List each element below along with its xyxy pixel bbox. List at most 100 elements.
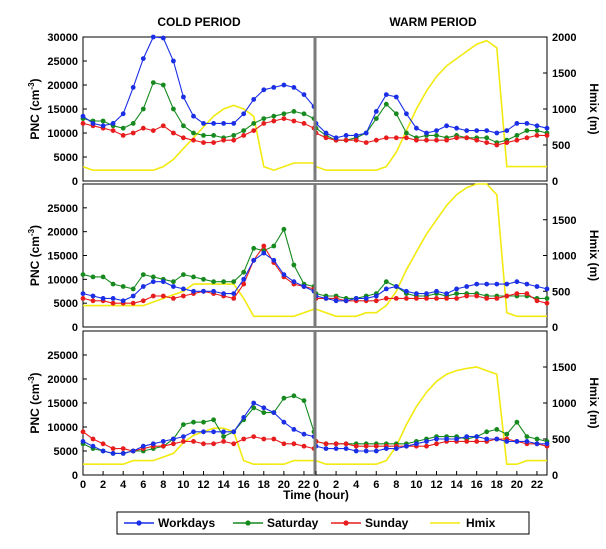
- data-point-workdays-cold-row3: [231, 429, 237, 435]
- data-point-sunday-warm-row2: [454, 296, 459, 301]
- data-point-workdays-cold-row2: [201, 288, 206, 294]
- data-point-workdays-cold-row1: [181, 94, 186, 100]
- data-point-saturday-cold-row1: [281, 111, 287, 117]
- data-point-saturday-cold-row3: [281, 395, 287, 401]
- data-point-sunday-cold-row1: [301, 121, 307, 126]
- data-point-saturday-warm-row3: [504, 431, 510, 437]
- right-axis-label-row3: Hmix (m): [587, 377, 601, 428]
- data-point-workdays-cold-row1: [211, 121, 217, 126]
- data-point-workdays-cold-row2: [181, 286, 186, 292]
- data-point-workdays-cold-row2: [231, 291, 237, 296]
- data-point-workdays-warm-row1: [494, 130, 500, 136]
- data-point-workdays-warm-row1: [544, 125, 550, 131]
- column-title-warm: WARM PERIOD: [389, 15, 477, 29]
- data-point-workdays-cold-row1: [251, 97, 257, 102]
- data-point-workdays-cold-row3: [110, 451, 116, 456]
- data-point-workdays-warm-row2: [373, 293, 379, 299]
- data-point-sunday-cold-row2: [80, 296, 86, 301]
- data-point-workdays-warm-row1: [504, 128, 510, 134]
- data-point-saturday-cold-row2: [110, 281, 116, 287]
- data-point-workdays-warm-row3: [424, 439, 429, 444]
- data-point-saturday-cold-row1: [181, 123, 186, 129]
- series-line-workdays-cold-row1: [82, 36, 315, 127]
- column-title-cold: COLD PERIOD: [157, 15, 241, 29]
- data-point-workdays-warm-row3: [323, 446, 329, 451]
- data-point-saturday-cold-row1: [191, 130, 196, 136]
- right-tick-label-row2: 500: [552, 286, 570, 298]
- data-point-sunday-cold-row1: [140, 125, 146, 131]
- data-point-workdays-warm-row1: [343, 133, 349, 138]
- data-point-workdays-cold-row2: [261, 250, 267, 256]
- data-point-saturday-cold-row1: [301, 111, 307, 117]
- data-point-workdays-cold-row1: [130, 85, 136, 90]
- data-point-sunday-cold-row2: [181, 293, 186, 299]
- data-point-workdays-cold-row2: [160, 279, 166, 285]
- data-point-sunday-cold-row3: [301, 443, 307, 449]
- legend-item-hmix: Hmix: [430, 516, 496, 530]
- data-point-sunday-warm-row1: [414, 137, 419, 143]
- x-axis-label: Time (hour): [283, 488, 349, 502]
- left-tick-label-row1: 5000: [54, 152, 78, 164]
- data-point-sunday-cold-row1: [110, 128, 116, 134]
- x-tick-label-warm: 18: [491, 479, 503, 491]
- right-tick-label-row2: 1500: [552, 215, 576, 227]
- data-point-workdays-cold-row1: [261, 87, 267, 93]
- data-point-sunday-warm-row1: [363, 140, 369, 146]
- data-point-workdays-cold-row3: [261, 405, 267, 411]
- data-point-workdays-cold-row2: [90, 293, 96, 299]
- data-point-saturday-cold-row3: [191, 419, 196, 425]
- data-point-sunday-cold-row2: [150, 293, 156, 299]
- series-line-sunday-cold-row2: [82, 244, 315, 304]
- data-point-sunday-warm-row1: [383, 135, 389, 141]
- data-point-workdays-warm-row3: [544, 441, 550, 447]
- data-point-sunday-warm-row1: [494, 142, 500, 148]
- data-point-sunday-warm-row3: [363, 443, 369, 449]
- x-tick-label-warm: 20: [511, 479, 523, 491]
- x-tick-label-cold: 6: [140, 479, 146, 491]
- data-point-workdays-cold-row1: [160, 35, 166, 41]
- right-tick-label-row3: 0: [552, 470, 558, 482]
- data-point-workdays-cold-row3: [80, 439, 86, 444]
- x-tick-label-warm: 8: [393, 479, 399, 491]
- data-point-sunday-cold-row3: [221, 439, 227, 444]
- data-point-workdays-cold-row1: [110, 121, 116, 126]
- data-point-workdays-warm-row3: [343, 446, 349, 451]
- data-point-workdays-cold-row2: [140, 284, 146, 289]
- data-point-workdays-cold-row2: [241, 276, 247, 282]
- series-line-hmix-cold-row3: [83, 427, 314, 466]
- data-point-saturday-cold-row2: [171, 279, 176, 285]
- data-point-sunday-cold-row2: [231, 296, 237, 301]
- left-tick-label-row1: 10000: [47, 128, 78, 140]
- data-point-saturday-cold-row3: [261, 410, 267, 415]
- data-point-sunday-warm-row2: [424, 296, 429, 301]
- data-point-sunday-warm-row2: [444, 296, 449, 301]
- data-point-workdays-cold-row3: [211, 429, 217, 435]
- data-point-workdays-cold-row1: [140, 56, 146, 61]
- data-point-saturday-cold-row2: [150, 274, 156, 280]
- x-tick-label-cold: 0: [80, 479, 86, 491]
- data-point-sunday-warm-row1: [404, 135, 409, 141]
- data-point-workdays-cold-row3: [281, 419, 287, 425]
- data-point-workdays-warm-row3: [414, 441, 419, 447]
- x-tick-label-cold: 16: [238, 479, 250, 491]
- left-tick-label-row3: 5000: [54, 446, 78, 458]
- data-point-saturday-cold-row3: [211, 417, 217, 423]
- data-point-sunday-cold-row3: [90, 436, 96, 442]
- series-line-hmix-warm-row2: [315, 183, 547, 318]
- data-point-workdays-warm-row3: [373, 448, 379, 454]
- data-point-workdays-warm-row2: [434, 288, 439, 294]
- data-point-workdays-cold-row3: [271, 410, 277, 415]
- data-point-saturday-cold-row1: [251, 121, 257, 126]
- data-point-sunday-warm-row2: [474, 293, 480, 299]
- series-line-saturday-cold-row3: [82, 395, 315, 454]
- data-point-workdays-warm-row3: [484, 436, 490, 442]
- data-point-workdays-cold-row1: [100, 123, 106, 129]
- data-point-workdays-warm-row2: [383, 286, 389, 292]
- data-point-workdays-warm-row1: [383, 92, 389, 97]
- data-point-workdays-cold-row2: [100, 296, 106, 301]
- series-line-hmix-cold-row1: [82, 104, 314, 172]
- data-point-sunday-cold-row3: [231, 441, 237, 447]
- right-tick-label-row2: 1000: [552, 251, 576, 263]
- data-point-saturday-warm-row3: [484, 429, 490, 435]
- data-point-workdays-cold-row3: [301, 431, 307, 437]
